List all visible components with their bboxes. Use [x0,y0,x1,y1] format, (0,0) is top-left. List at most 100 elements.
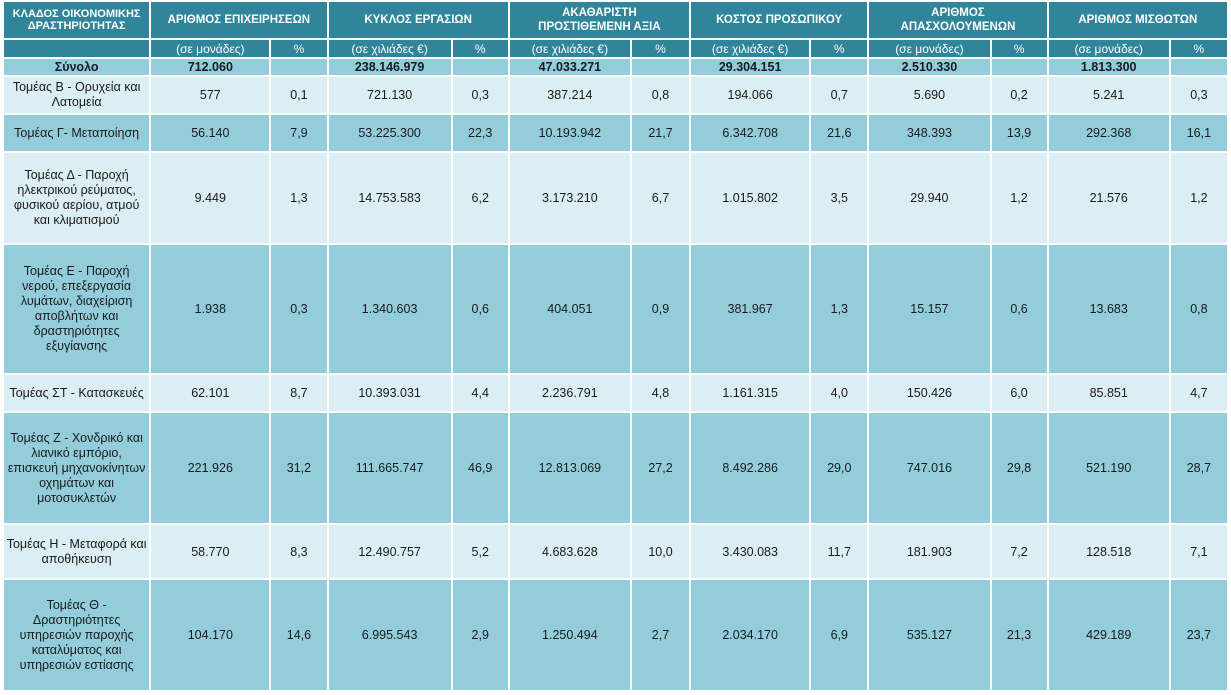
table-cell: 4,7 [1168,373,1230,413]
total-cell: 29.304.151 [689,57,812,77]
table-cell: 4,8 [629,373,692,413]
table-cell: 535.127 [867,578,992,692]
unit-header: (σε χιλιάδες €) [689,38,812,59]
table-cell: 2.034.170 [689,578,812,692]
group-header-employed: ΑΡΙΘΜΟΣ ΑΠΑΣΧΟΛΟΥΜΕΝΩΝ [867,0,1049,40]
table-cell: 181.903 [867,523,992,580]
table-cell: 1.161.315 [689,373,812,413]
table-cell: 0,2 [989,75,1049,115]
table-cell: 747.016 [867,411,992,525]
table-cell: 12.813.069 [507,411,632,525]
table-cell: 8.492.286 [689,411,812,525]
table-cell: 1.340.603 [326,243,453,375]
unit-header: % [629,38,692,59]
table-cell: 53.225.300 [326,113,453,153]
row-label: Τομέας Θ - Δραστηριότητες υπηρεσιών παρο… [1,578,152,692]
unit-header: (σε μονάδες) [867,38,992,59]
table-cell: 31,2 [269,411,329,525]
unit-header: % [269,38,329,59]
table-cell: 104.170 [149,578,272,692]
table-cell: 10.393.031 [326,373,453,413]
group-header-value-added: ΑΚΑΘΑΡΙΣΤΗ ΠΡΟΣΤΙΘΕΜΕΝΗ ΑΞΙΑ [507,0,692,40]
table-cell: 194.066 [689,75,812,115]
table-cell: 221.926 [149,411,272,525]
table-row: Τομέας Ζ - Χονδρικό και λιανικό εμπόριο,… [1,411,1230,525]
table-row: Τομέας Β - Ορυχεία και Λατομεία 577 0,1 … [1,75,1230,115]
table-cell: 58.770 [149,523,272,580]
table-row: Τομέας Γ- Μεταποίηση 56.140 7,9 53.225.3… [1,113,1230,153]
total-cell: 1.813.300 [1046,57,1171,77]
unit-header: (σε μονάδες) [149,38,272,59]
table-cell: 1.938 [149,243,272,375]
total-cell [629,57,692,77]
table-cell: 2.236.791 [507,373,632,413]
table-cell: 8,7 [269,373,329,413]
unit-header-empty [1,38,152,59]
table-cell: 7,9 [269,113,329,153]
table-cell: 62.101 [149,373,272,413]
total-row: Σύνολο 712.060 238.146.979 47.033.271 29… [1,57,1230,77]
table-cell: 111.665.747 [326,411,453,525]
unit-header: % [1168,38,1230,59]
table-cell: 3.173.210 [507,151,632,245]
table-cell: 128.518 [1046,523,1171,580]
table-cell: 29,8 [989,411,1049,525]
table-cell: 12.490.757 [326,523,453,580]
table-cell: 11,7 [809,523,870,580]
table-cell: 29,0 [809,411,870,525]
table-cell: 29.940 [867,151,992,245]
table-cell: 85.851 [1046,373,1171,413]
unit-header: (σε μονάδες) [1046,38,1171,59]
total-cell [269,57,329,77]
table-cell: 27,2 [629,411,692,525]
table-cell: 21,7 [629,113,692,153]
table-cell: 348.393 [867,113,992,153]
table-cell: 23,7 [1168,578,1230,692]
row-label: Τομέας Ζ - Χονδρικό και λιανικό εμπόριο,… [1,411,152,525]
table-cell: 22,3 [450,113,510,153]
row-label: Τομέας Δ - Παροχή ηλεκτρικού ρεύματος, φ… [1,151,152,245]
table-cell: 0,8 [1168,243,1230,375]
group-header-personnel-cost: ΚΟΣΤΟΣ ΠΡΟΣΩΠΙΚΟΥ [689,0,870,40]
table-cell: 0,8 [629,75,692,115]
table-cell: 0,7 [809,75,870,115]
table-cell: 6,0 [989,373,1049,413]
table-row: Τομέας Δ - Παροχή ηλεκτρικού ρεύματος, φ… [1,151,1230,245]
row-label: Τομέας Β - Ορυχεία και Λατομεία [1,75,152,115]
table-cell: 46,9 [450,411,510,525]
total-cell [450,57,510,77]
table-cell: 8,3 [269,523,329,580]
row-label: Τομέας Ε - Παροχή νερού, επεξεργασία λυμ… [1,243,152,375]
table-cell: 6,9 [809,578,870,692]
total-cell: 47.033.271 [507,57,632,77]
unit-header: % [809,38,870,59]
table-cell: 28,7 [1168,411,1230,525]
table-cell: 0,6 [450,243,510,375]
table-cell: 14,6 [269,578,329,692]
table-cell: 387.214 [507,75,632,115]
row-label: Τομέας ΣΤ - Κατασκευές [1,373,152,413]
total-label: Σύνολο [1,57,152,77]
table-cell: 10,0 [629,523,692,580]
unit-header: % [989,38,1049,59]
unit-header: (σε χιλιάδες €) [326,38,453,59]
table-cell: 13.683 [1046,243,1171,375]
table-cell: 9.449 [149,151,272,245]
sector-header: ΚΛΑΔΟΣ ΟΙΚΟΝΟΜΙΚΗΣ ΔΡΑΣΤΗΡΙΟΤΗΤΑΣ [1,0,152,40]
table-cell: 6,7 [629,151,692,245]
table-cell: 56.140 [149,113,272,153]
table-cell: 381.967 [689,243,812,375]
table-cell: 16,1 [1168,113,1230,153]
table-cell: 15.157 [867,243,992,375]
table-cell: 577 [149,75,272,115]
table-cell: 21.576 [1046,151,1171,245]
table-cell: 2,9 [450,578,510,692]
table-cell: 0,9 [629,243,692,375]
table-row: Τομέας Ε - Παροχή νερού, επεξεργασία λυμ… [1,243,1230,375]
table-cell: 5,2 [450,523,510,580]
table-row: Τομέας Θ - Δραστηριότητες υπηρεσιών παρο… [1,578,1230,692]
table-cell: 429.189 [1046,578,1171,692]
table-cell: 521.190 [1046,411,1171,525]
table-cell: 6,2 [450,151,510,245]
unit-header: (σε χιλιάδες €) [507,38,632,59]
